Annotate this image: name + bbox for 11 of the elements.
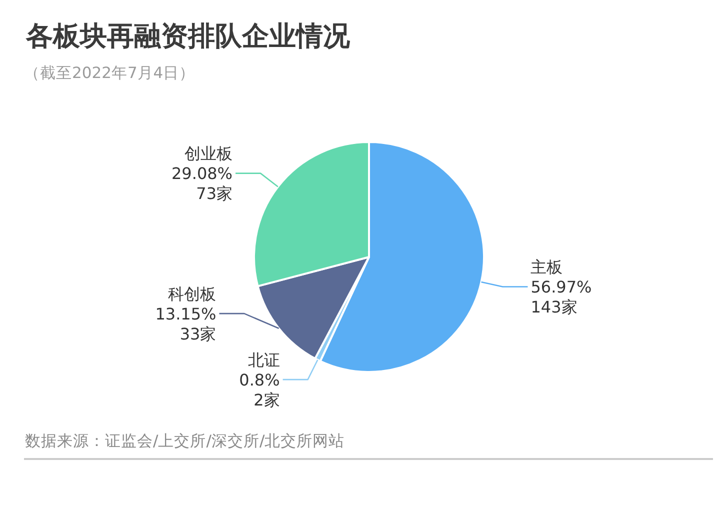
slice-label: 主板 [530, 258, 563, 277]
slice-label: 北证 [248, 350, 280, 370]
data-label: 13.15% 33家 [155, 304, 216, 344]
chart-subtitle: （截至2022年7月4日） [24, 64, 196, 82]
source-note: 数据来源：证监会/上交所/深交所/北交所网站 [25, 432, 345, 450]
data-label: 0.8% 2家 [239, 370, 280, 410]
slice-label: 科创板 [168, 284, 216, 304]
slice-label: 创业板 [184, 144, 233, 164]
data-label: 29.08% 73家 [172, 164, 233, 204]
data-label: 56.97% 143家 [530, 278, 592, 317]
chart-title: 各板块再融资排队企业情况 [25, 21, 351, 52]
